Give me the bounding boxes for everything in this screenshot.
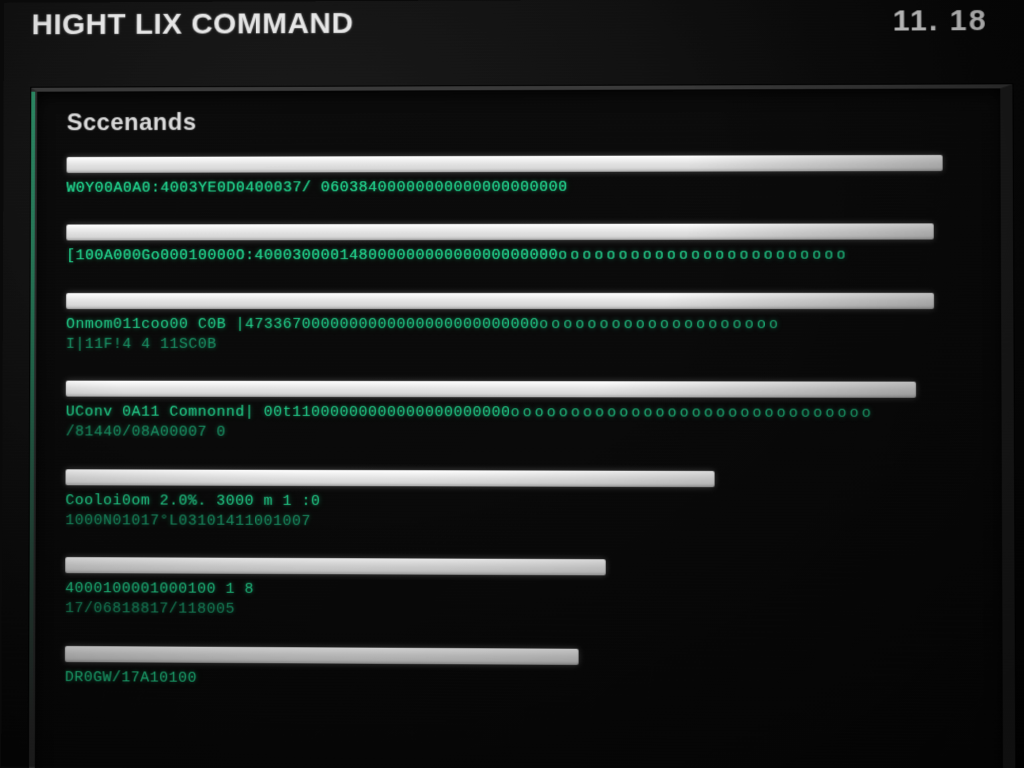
progress-bar[interactable]	[67, 155, 943, 173]
clock-readout: 11. 18	[893, 4, 988, 39]
progress-row: UConv 0A11 Comnonnd| 00t1100000000000000…	[66, 381, 971, 445]
trail-icon: oooooooooooooooooooooooooooooo	[511, 403, 874, 424]
progress-row: [100A000Go00010000O:40003000014800000000…	[66, 224, 970, 267]
progress-row: Cooloi0om 2.0%. 3000 m 1 :0 1000N01017°L…	[65, 469, 971, 535]
data-line: Onmom011coo00 C0B |473367000000000000000…	[66, 314, 971, 335]
progress-bar[interactable]	[66, 224, 933, 241]
data-line: DR0GW/17A10100	[65, 668, 972, 694]
app-title: HIGHT LIX COMMAND	[31, 7, 353, 42]
progress-bar[interactable]	[66, 381, 916, 398]
progress-row: Onmom011coo00 C0B |473367000000000000000…	[66, 292, 971, 355]
data-line: W0Y00A0A0:4003YE0D0400037/ 0603840000000…	[66, 177, 970, 199]
data-line-secondary: 17/06818817/118005	[65, 599, 972, 624]
progress-bar[interactable]	[65, 557, 606, 575]
data-line-secondary: /81440/08A00007 0	[66, 423, 971, 445]
commands-panel: Sccenands W0Y00A0A0:4003YE0D0400037/ 060…	[29, 84, 1016, 768]
trail-icon: oooooooooooooooooooo	[539, 315, 781, 335]
section-title: Sccenands	[67, 107, 970, 138]
progress-row: 4000100001000100 1 8 17/06818817/118005	[65, 557, 972, 624]
trail-icon: oooooooooooooooooooooooo	[558, 246, 848, 267]
header-bar: HIGHT LIX COMMAND 11. 18	[4, 0, 1024, 64]
data-line: [100A000Go00010000O:40003000014800000000…	[66, 246, 970, 267]
terminal-screen: HIGHT LIX COMMAND 11. 18 Sccenands W0Y00…	[1, 0, 1024, 768]
progress-bar[interactable]	[65, 646, 579, 665]
data-line: UConv 0A11 Comnonnd| 00t1100000000000000…	[66, 403, 971, 425]
progress-bar[interactable]	[66, 292, 934, 308]
data-line-secondary: I|11F!4 4 11SC0B	[66, 335, 971, 356]
progress-bar[interactable]	[66, 469, 716, 487]
progress-row: DR0GW/17A10100	[65, 646, 972, 694]
data-line-secondary: 1000N01017°L03101411001007	[65, 511, 971, 534]
progress-row: W0Y00A0A0:4003YE0D0400037/ 0603840000000…	[66, 155, 970, 199]
panel-accent-strip	[29, 92, 35, 768]
